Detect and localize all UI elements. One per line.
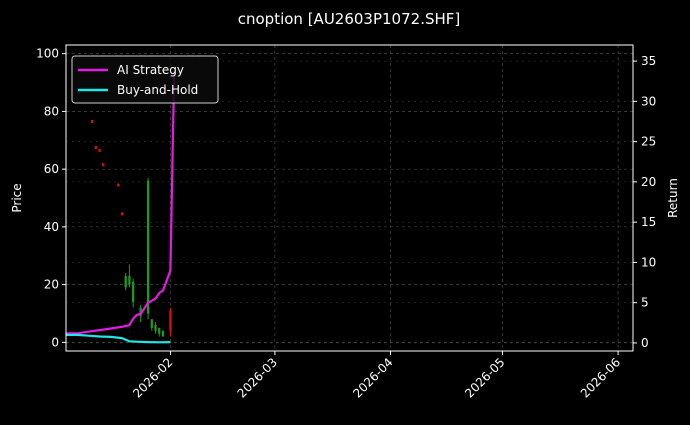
candle-body <box>98 148 101 152</box>
legend-label: Buy-and-Hold <box>117 83 198 97</box>
candle-body <box>90 120 94 123</box>
candles <box>90 120 172 337</box>
candle-body <box>146 180 150 314</box>
y-tick-label-left: 80 <box>44 104 59 118</box>
y-axis-label-left: Price <box>10 183 24 212</box>
y-tick-label-left: 100 <box>36 47 59 61</box>
candle-body <box>169 310 172 331</box>
y-tick-label-right: 15 <box>641 215 656 229</box>
candle-body <box>154 325 157 331</box>
y-axis-label-right: Return <box>666 178 680 218</box>
grid <box>66 45 633 351</box>
series-line-ai-strategy <box>66 70 176 335</box>
y-tick-label-right: 20 <box>641 175 656 189</box>
y-tick-label-left: 0 <box>51 335 59 349</box>
y-tick-label-left: 20 <box>44 278 59 292</box>
y-tick-label-right: 0 <box>641 336 649 350</box>
series-line-buy-and-hold <box>66 333 171 344</box>
y-tick-label-right: 5 <box>641 296 649 310</box>
candle-body <box>102 163 105 167</box>
candle-body <box>132 281 135 302</box>
candle-body <box>150 319 153 328</box>
plot-frame <box>65 44 634 352</box>
y-tick-label-right: 35 <box>641 54 656 68</box>
legend-box <box>71 55 219 104</box>
candle-body <box>94 146 97 149</box>
y-tick-label-right: 30 <box>641 94 656 108</box>
legend-label: AI Strategy <box>117 63 184 77</box>
candle-body <box>120 212 124 216</box>
candle-body <box>158 327 161 334</box>
legend: AI Strategy Buy-and-Hold <box>71 55 219 104</box>
y-tick-label-right: 25 <box>641 135 656 149</box>
series-lines <box>66 70 176 344</box>
candle-body <box>124 275 127 288</box>
candle-body <box>128 275 131 285</box>
candle-body <box>161 330 165 337</box>
y-tick-label-right: 10 <box>641 255 656 269</box>
y-tick-label-left: 60 <box>44 162 59 176</box>
chart-title: cnoption [AU2603P1072.SHF] <box>238 10 461 28</box>
candle-body <box>117 183 120 187</box>
y-tick-label-left: 40 <box>44 220 59 234</box>
